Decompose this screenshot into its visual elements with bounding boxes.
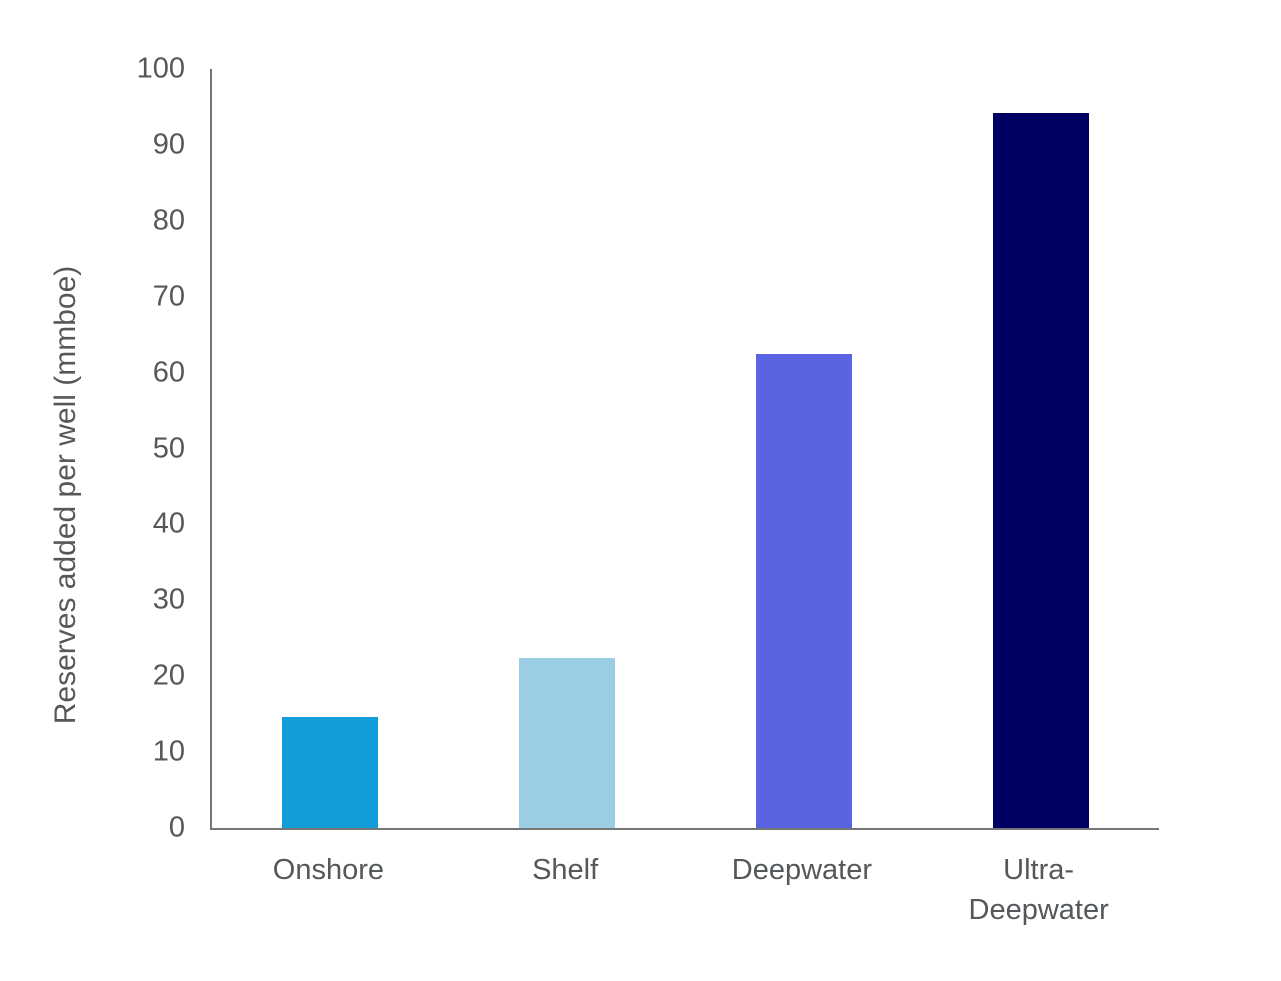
- y-tick-label: 0: [168, 811, 185, 844]
- y-tick-label: 30: [152, 583, 185, 616]
- bar-shelf: [519, 657, 616, 828]
- y-tick-label: 40: [152, 507, 185, 540]
- y-tick-label: 80: [152, 204, 185, 237]
- x-label-shelf: Shelf: [532, 854, 599, 886]
- y-tick-label: 100: [136, 52, 185, 85]
- x-label-deepwater: Deepwater: [731, 854, 872, 886]
- bar-ultra-deepwater: [992, 113, 1089, 828]
- y-tick-labels: 0 10 20 30 40 50 60 70 80 90 100: [0, 54, 185, 842]
- y-tick-label: 70: [152, 280, 185, 313]
- bar-deepwater: [755, 354, 852, 828]
- bars: [212, 69, 1159, 828]
- x-label-ultra-deepwater: Ultra- Deepwater: [968, 854, 1109, 926]
- y-tick-label: 60: [152, 356, 185, 389]
- x-label-onshore: Onshore: [272, 854, 384, 886]
- y-tick-label: 90: [152, 128, 185, 161]
- y-tick-label: 50: [152, 432, 185, 464]
- y-tick-label: 10: [152, 735, 185, 768]
- y-tick-label: 20: [152, 659, 185, 692]
- x-axis-labels: Onshore Shelf Deepwater Ultra- Deepwater: [210, 850, 1157, 960]
- plot-area: [210, 69, 1159, 830]
- bar-onshore: [282, 717, 379, 828]
